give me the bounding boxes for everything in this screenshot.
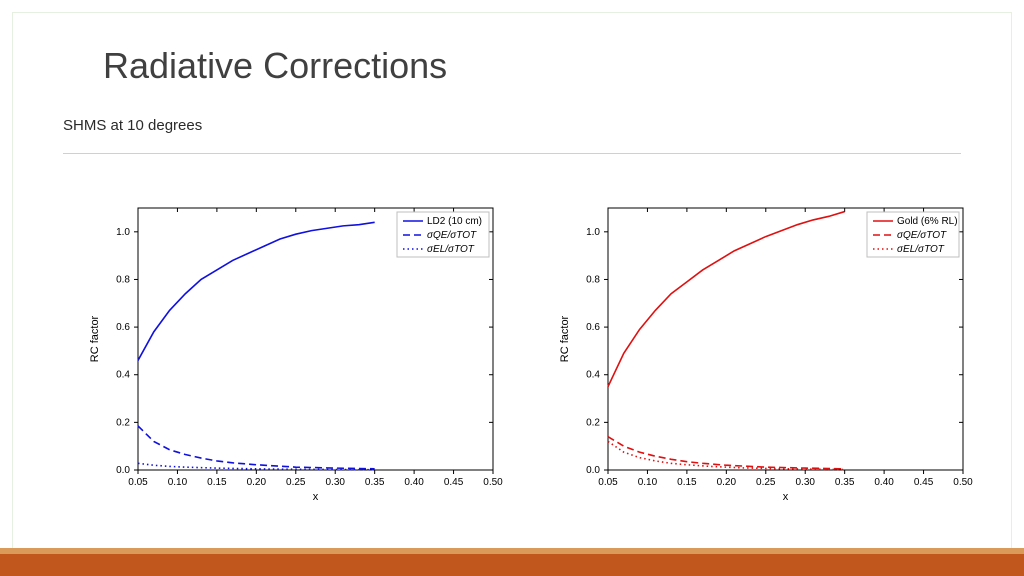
svg-text:σEL/σTOT: σEL/σTOT xyxy=(897,244,945,255)
svg-text:0.25: 0.25 xyxy=(756,477,776,488)
svg-text:0.35: 0.35 xyxy=(835,477,855,488)
svg-text:RC factor: RC factor xyxy=(89,315,101,362)
svg-text:0.8: 0.8 xyxy=(116,274,130,285)
footer-accent-bottom xyxy=(0,554,1024,576)
svg-text:σEL/σTOT: σEL/σTOT xyxy=(427,244,475,255)
svg-text:LD2 (10 cm): LD2 (10 cm) xyxy=(427,216,482,227)
svg-text:0.10: 0.10 xyxy=(168,477,188,488)
svg-text:0.2: 0.2 xyxy=(116,417,130,428)
svg-text:0.4: 0.4 xyxy=(116,370,130,381)
svg-text:0.45: 0.45 xyxy=(914,477,934,488)
svg-text:x: x xyxy=(783,491,789,503)
slide-frame: Radiative Corrections SHMS at 10 degrees… xyxy=(12,12,1012,564)
svg-text:0.20: 0.20 xyxy=(247,477,267,488)
svg-text:0.50: 0.50 xyxy=(483,477,503,488)
chart-ld2: 0.05 0.10 0.15 0.20 0.25 0.30 0.35 0.40 0.45 0.50… xyxy=(83,198,503,508)
svg-text:x: x xyxy=(313,491,319,503)
svg-text:0.30: 0.30 xyxy=(795,477,815,488)
slide-subtitle: SHMS at 10 degrees xyxy=(63,117,202,134)
svg-text:0.40: 0.40 xyxy=(404,477,424,488)
slide-title: Radiative Corrections xyxy=(103,45,447,87)
svg-text:0.6: 0.6 xyxy=(116,322,130,333)
title-divider xyxy=(63,153,961,154)
svg-text:0.8: 0.8 xyxy=(586,274,600,285)
svg-text:0.35: 0.35 xyxy=(365,477,385,488)
chart-svg-left: 0.05 0.10 0.15 0.20 0.25 0.30 0.35 0.40 0.45 0.50… xyxy=(83,198,503,508)
svg-text:0.20: 0.20 xyxy=(717,477,737,488)
svg-text:0.15: 0.15 xyxy=(677,477,697,488)
svg-text:σQE/σTOT: σQE/σTOT xyxy=(427,230,477,241)
svg-text:0.10: 0.10 xyxy=(638,477,658,488)
svg-text:0.25: 0.25 xyxy=(286,477,306,488)
svg-text:0.15: 0.15 xyxy=(207,477,227,488)
svg-text:0.30: 0.30 xyxy=(325,477,345,488)
svg-text:0.50: 0.50 xyxy=(953,477,973,488)
svg-text:0.40: 0.40 xyxy=(874,477,894,488)
svg-text:RC factor: RC factor xyxy=(559,315,571,362)
svg-text:0.4: 0.4 xyxy=(586,370,600,381)
chart-svg-right: 0.05 0.10 0.15 0.20 0.25 0.30 0.35 0.40 0.45 0.50… xyxy=(553,198,973,508)
svg-text:σQE/σTOT: σQE/σTOT xyxy=(897,230,947,241)
svg-text:1.0: 1.0 xyxy=(116,227,130,238)
svg-text:0.0: 0.0 xyxy=(116,465,130,476)
svg-text:0.2: 0.2 xyxy=(586,417,600,428)
svg-text:0.0: 0.0 xyxy=(586,465,600,476)
svg-text:1.0: 1.0 xyxy=(586,227,600,238)
svg-text:0.6: 0.6 xyxy=(586,322,600,333)
svg-text:0.05: 0.05 xyxy=(598,477,618,488)
svg-text:0.05: 0.05 xyxy=(128,477,148,488)
svg-text:Gold (6% RL): Gold (6% RL) xyxy=(897,216,958,227)
chart-gold: 0.05 0.10 0.15 0.20 0.25 0.30 0.35 0.40 0.45 0.50… xyxy=(553,198,973,508)
svg-text:0.45: 0.45 xyxy=(444,477,464,488)
